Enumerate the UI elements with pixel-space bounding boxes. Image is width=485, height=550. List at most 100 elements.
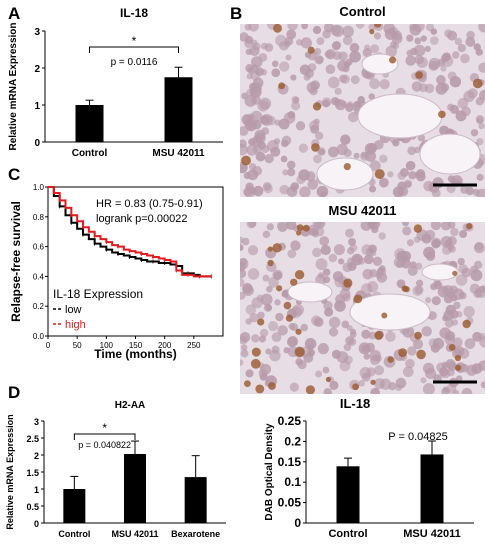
chart-A-ytick-label: 0 [34, 138, 40, 149]
chart-c-legend-label: high [65, 319, 86, 331]
tissue-cell [274, 119, 281, 126]
tissue-cell [328, 327, 339, 337]
tissue-cell [370, 250, 377, 257]
tissue-cell [240, 32, 249, 42]
tissue-cell [315, 258, 328, 271]
tissue-dab-stain [466, 222, 473, 230]
tissue-cell [334, 277, 345, 288]
tissue-cell [348, 111, 359, 123]
tissue-cell [283, 347, 290, 354]
tissue-cell [240, 349, 249, 358]
tissue-cell [447, 222, 456, 229]
tissue-cell [374, 354, 382, 362]
tissue-cell [262, 181, 272, 191]
tissue-cell [430, 36, 439, 45]
chart-D-ytick-label: 1.5 [26, 468, 39, 478]
tissue-cell [315, 370, 323, 378]
tissue-cell [402, 366, 414, 378]
tissue-dab-stain [255, 384, 265, 394]
tissue-dab-stain [296, 224, 304, 231]
chart-c-xlabel: Time (months) [94, 347, 176, 361]
tissue-cell [334, 87, 342, 95]
tissue-cell [315, 131, 324, 140]
tissue-dab-stain [369, 29, 375, 35]
tissue-cell [345, 228, 355, 238]
tissue-dab-stain [294, 347, 305, 357]
tissue-cell [368, 24, 376, 31]
tissue-lumen [421, 263, 459, 281]
tissue-cell [247, 169, 259, 181]
tissue-cell [413, 236, 421, 243]
tissue-cell [250, 70, 261, 81]
tissue-cell [461, 388, 473, 394]
tissue-cell [323, 24, 334, 33]
tissue-cell [408, 171, 417, 180]
tissue-cell [250, 110, 263, 123]
tissue-cell [271, 68, 281, 78]
tissue-cell [393, 256, 406, 268]
tissue-cell [454, 37, 463, 46]
tissue-cell [260, 42, 268, 50]
tissue-dab-stain [273, 24, 282, 33]
tissue-dab-stain [257, 318, 265, 326]
tissue-cell [385, 331, 396, 342]
tissue-dab-stain [343, 278, 353, 288]
tissue-cell [478, 332, 485, 341]
tissue-cell [307, 63, 317, 72]
tissue-cell [374, 139, 384, 150]
tissue-cell [343, 343, 352, 352]
tissue-dab-stain [290, 278, 298, 286]
tissue-cell [470, 129, 479, 137]
tissue-cell [240, 125, 249, 136]
tissue-cell [301, 24, 308, 30]
tissue-dab-stain [268, 382, 276, 390]
tissue-dab-stain [307, 46, 315, 54]
tissue-cell [250, 39, 258, 46]
chart-c-ytick-label: 0.8 [33, 213, 45, 222]
chart-c-ytick-label: 0.2 [33, 302, 45, 311]
tissue-lumen [361, 53, 399, 75]
chart-a-significance-bracket [89, 46, 179, 53]
tissue-cell [452, 337, 463, 348]
tissue-dab-stain [455, 364, 462, 371]
panel-letter-d: D [8, 383, 21, 402]
tissue-cell [341, 320, 350, 329]
tissue-cell [346, 101, 354, 108]
tissue-cell [346, 257, 355, 266]
tissue-cell [364, 44, 371, 51]
tissue-cell [275, 34, 287, 47]
tissue-cell [266, 223, 274, 231]
tissue-cell [319, 236, 330, 246]
chart-A-bar [164, 77, 193, 142]
tissue-cell [250, 82, 262, 94]
tissue-lumen [419, 133, 481, 175]
chart-a-star: * [132, 34, 137, 48]
tissue-cell [471, 363, 483, 374]
tissue-cell [479, 89, 485, 101]
tissue-lumen [349, 293, 431, 331]
tissue-cell [265, 304, 273, 311]
tissue-cell [437, 58, 446, 67]
tissue-cell [240, 359, 244, 366]
chart-c-hr-text: HR = 0.83 (0.75-0.91) [96, 198, 203, 210]
chart-c-ytick-label: 1.0 [33, 183, 45, 192]
tissue-cell [331, 41, 341, 51]
tissue-dab-stain [305, 385, 316, 394]
tissue-cell [242, 282, 253, 294]
tissue-cell [378, 177, 389, 188]
tissue-dab-stain [353, 294, 363, 304]
chart-E-title: IL-18 [340, 396, 370, 411]
tissue-cell [372, 256, 383, 266]
micrograph-control-image [240, 24, 485, 197]
tissue-cell [328, 253, 338, 263]
micrograph-msu [240, 222, 485, 394]
chart-c-xtick-label: 150 [129, 341, 143, 350]
tissue-cell [333, 98, 342, 107]
tissue-lumen [357, 93, 443, 139]
tissue-cell [406, 239, 414, 247]
tissue-cell [290, 185, 298, 192]
tissue-cell [279, 184, 289, 195]
tissue-dab-stain [416, 349, 426, 360]
tissue-cell [342, 25, 354, 38]
tissue-cell [366, 367, 376, 377]
